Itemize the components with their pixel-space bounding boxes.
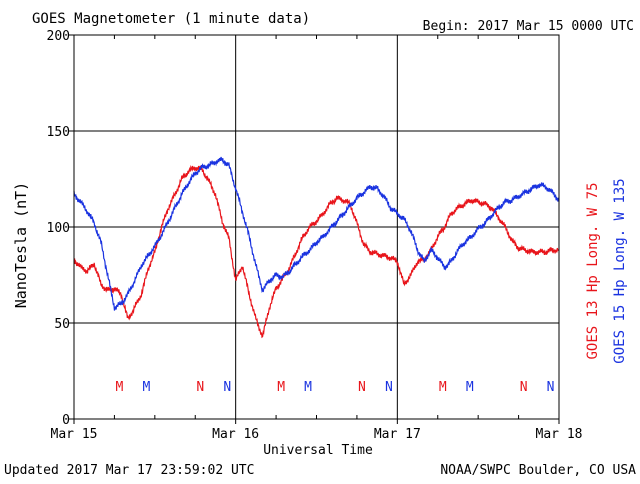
y-tick-label: 200 [47, 29, 70, 44]
marker-m: M [304, 380, 312, 395]
marker-n: N [385, 380, 393, 395]
x-tick-label: Mar 17 [374, 427, 421, 442]
plot-area: 0 50 100 150 200 Mar 15 Mar 16 Mar 17 Mar 18 M M N N… [47, 29, 583, 442]
marker-n: N [547, 380, 555, 395]
marker-n: N [520, 380, 528, 395]
marker-m: M [116, 380, 124, 395]
x-tick-label: Mar 16 [212, 427, 259, 442]
legend-goes13: GOES 13 Hp Long. W 75 [585, 182, 601, 359]
legend-goes15: GOES 15 Hp Long. W 135 [612, 178, 628, 363]
y-tick-label: 100 [47, 221, 70, 236]
y-axis-label: NanoTesla (nT) [12, 182, 30, 308]
marker-m: M [142, 380, 150, 395]
agency-credit: NOAA/SWPC Boulder, CO USA [440, 463, 636, 478]
y-tick-label: 0 [62, 413, 70, 428]
x-tick-label: Mar 18 [536, 427, 583, 442]
x-tick-label: Mar 15 [51, 427, 98, 442]
marker-m: M [466, 380, 474, 395]
marker-m: M [277, 380, 285, 395]
chart-title: GOES Magnetometer (1 minute data) [32, 11, 310, 27]
plot-frame [73, 34, 560, 420]
series-line-goes15 [73, 156, 560, 311]
y-tick-label: 50 [54, 317, 70, 332]
marker-n: N [358, 380, 366, 395]
begin-label: Begin: 2017 Mar 15 0000 UTC [423, 19, 634, 34]
marker-m: M [439, 380, 447, 395]
marker-n: N [196, 380, 204, 395]
y-tick-label: 150 [47, 125, 70, 140]
series-line-goes13 [73, 164, 560, 339]
x-axis-label: Universal Time [263, 443, 373, 458]
updated-timestamp: Updated 2017 Mar 17 23:59:02 UTC [4, 463, 254, 478]
marker-n: N [223, 380, 231, 395]
